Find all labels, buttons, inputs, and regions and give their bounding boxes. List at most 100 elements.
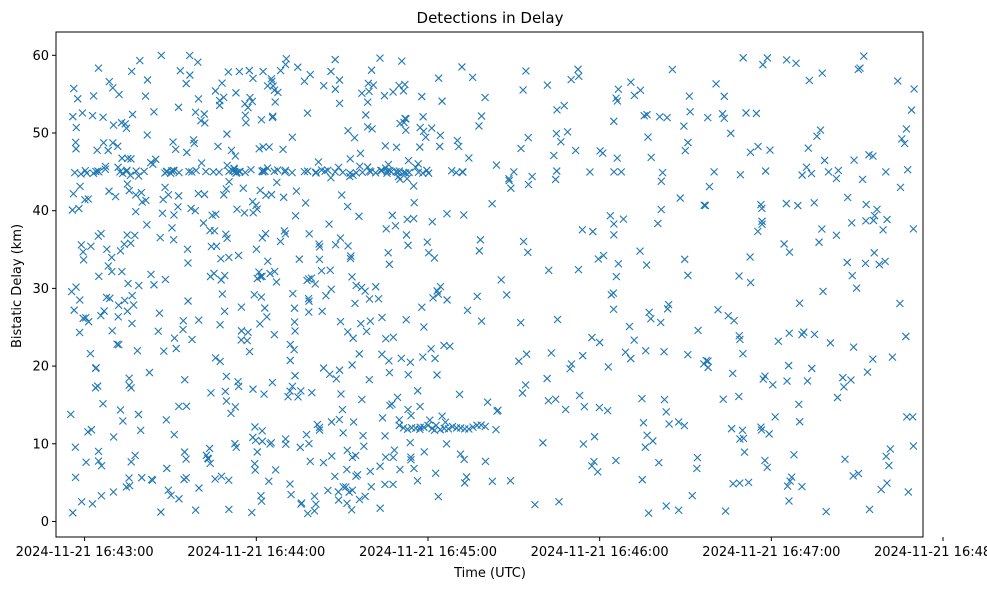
data-point-marker — [70, 168, 79, 177]
data-point-marker — [645, 308, 654, 317]
data-point-marker — [765, 430, 774, 438]
data-point-marker — [413, 476, 422, 485]
data-point-marker — [312, 168, 320, 177]
data-point-marker — [399, 168, 408, 177]
data-point-marker — [288, 382, 297, 391]
data-point-marker — [710, 167, 719, 176]
data-point-marker — [287, 490, 295, 499]
data-point-marker — [109, 121, 118, 130]
data-point-marker — [304, 294, 313, 303]
data-point-marker — [67, 287, 76, 296]
data-point-marker — [680, 421, 689, 430]
data-point-marker — [753, 227, 762, 236]
data-point-marker — [306, 457, 315, 466]
x-axis-title: Time (UTC) — [453, 566, 526, 581]
data-point-marker — [347, 505, 356, 514]
data-point-marker — [197, 159, 206, 167]
data-point-marker — [263, 164, 272, 172]
data-point-marker — [593, 468, 602, 476]
data-point-marker — [268, 112, 277, 121]
data-point-marker — [247, 165, 255, 174]
data-point-marker — [875, 260, 884, 269]
data-point-marker — [676, 194, 685, 202]
data-point-marker — [244, 103, 252, 112]
data-point-marker — [389, 333, 398, 342]
data-point-marker — [824, 167, 833, 176]
data-point-marker — [118, 417, 127, 425]
data-point-marker — [142, 220, 151, 229]
data-point-marker — [134, 281, 143, 290]
data-point-marker — [464, 425, 473, 433]
data-point-marker — [448, 422, 457, 431]
data-point-marker — [81, 195, 89, 204]
data-point-marker — [335, 366, 344, 375]
data-point-marker — [883, 215, 891, 224]
data-point-marker — [518, 389, 527, 397]
data-point-marker — [908, 413, 917, 421]
data-point-marker — [231, 403, 240, 411]
data-point-marker — [724, 311, 733, 320]
data-point-marker — [259, 166, 268, 175]
data-point-marker — [136, 426, 145, 435]
data-point-marker — [757, 423, 765, 432]
data-point-marker — [109, 488, 118, 496]
data-point-marker — [295, 255, 304, 264]
data-point-marker — [739, 53, 748, 62]
data-point-marker — [109, 433, 118, 441]
data-point-marker — [179, 325, 187, 334]
data-point-marker — [834, 166, 843, 175]
data-point-marker — [790, 450, 798, 459]
data-point-marker — [783, 482, 792, 491]
data-point-marker — [902, 413, 911, 421]
data-point-marker — [184, 259, 192, 267]
data-point-marker — [300, 77, 309, 86]
data-point-marker — [209, 167, 218, 176]
data-point-marker — [294, 392, 302, 401]
data-point-marker — [873, 205, 881, 214]
data-point-marker — [168, 224, 176, 232]
data-point-marker — [99, 399, 107, 408]
data-point-marker — [519, 237, 528, 246]
data-point-marker — [105, 77, 114, 86]
data-point-marker — [189, 136, 198, 144]
data-point-marker — [712, 79, 720, 88]
data-point-marker — [282, 54, 291, 63]
data-point-marker — [331, 240, 340, 249]
data-point-marker — [272, 278, 281, 286]
data-point-marker — [735, 272, 743, 280]
data-point-marker — [385, 368, 394, 377]
data-point-marker — [444, 425, 453, 433]
data-point-marker — [310, 506, 319, 515]
data-point-marker — [552, 167, 561, 175]
data-point-marker — [473, 292, 482, 301]
data-point-marker — [686, 107, 695, 116]
data-point-marker — [397, 354, 406, 363]
data-point-marker — [752, 109, 761, 118]
data-point-marker — [252, 201, 260, 210]
data-point-marker — [506, 476, 515, 485]
data-point-marker — [358, 168, 367, 177]
data-point-marker — [356, 319, 365, 328]
data-point-marker — [719, 395, 728, 404]
data-point-marker — [382, 225, 391, 233]
data-point-marker — [662, 408, 671, 416]
data-point-marker — [242, 118, 250, 127]
data-point-marker — [84, 317, 93, 326]
data-point-marker — [114, 301, 123, 310]
data-point-marker — [388, 211, 397, 220]
data-point-marker — [352, 281, 361, 290]
data-point-marker — [521, 381, 530, 389]
data-point-marker — [523, 248, 532, 257]
data-point-marker — [267, 74, 276, 83]
data-point-marker — [785, 497, 793, 505]
data-point-marker — [79, 314, 88, 323]
data-point-marker — [304, 275, 313, 283]
data-point-marker — [799, 328, 808, 337]
data-point-marker — [141, 196, 150, 205]
data-point-marker — [574, 72, 583, 81]
data-point-marker — [614, 259, 623, 268]
data-point-marker — [127, 67, 136, 76]
data-point-marker — [403, 174, 412, 183]
data-point-marker — [312, 500, 320, 509]
data-point-marker — [327, 452, 336, 460]
